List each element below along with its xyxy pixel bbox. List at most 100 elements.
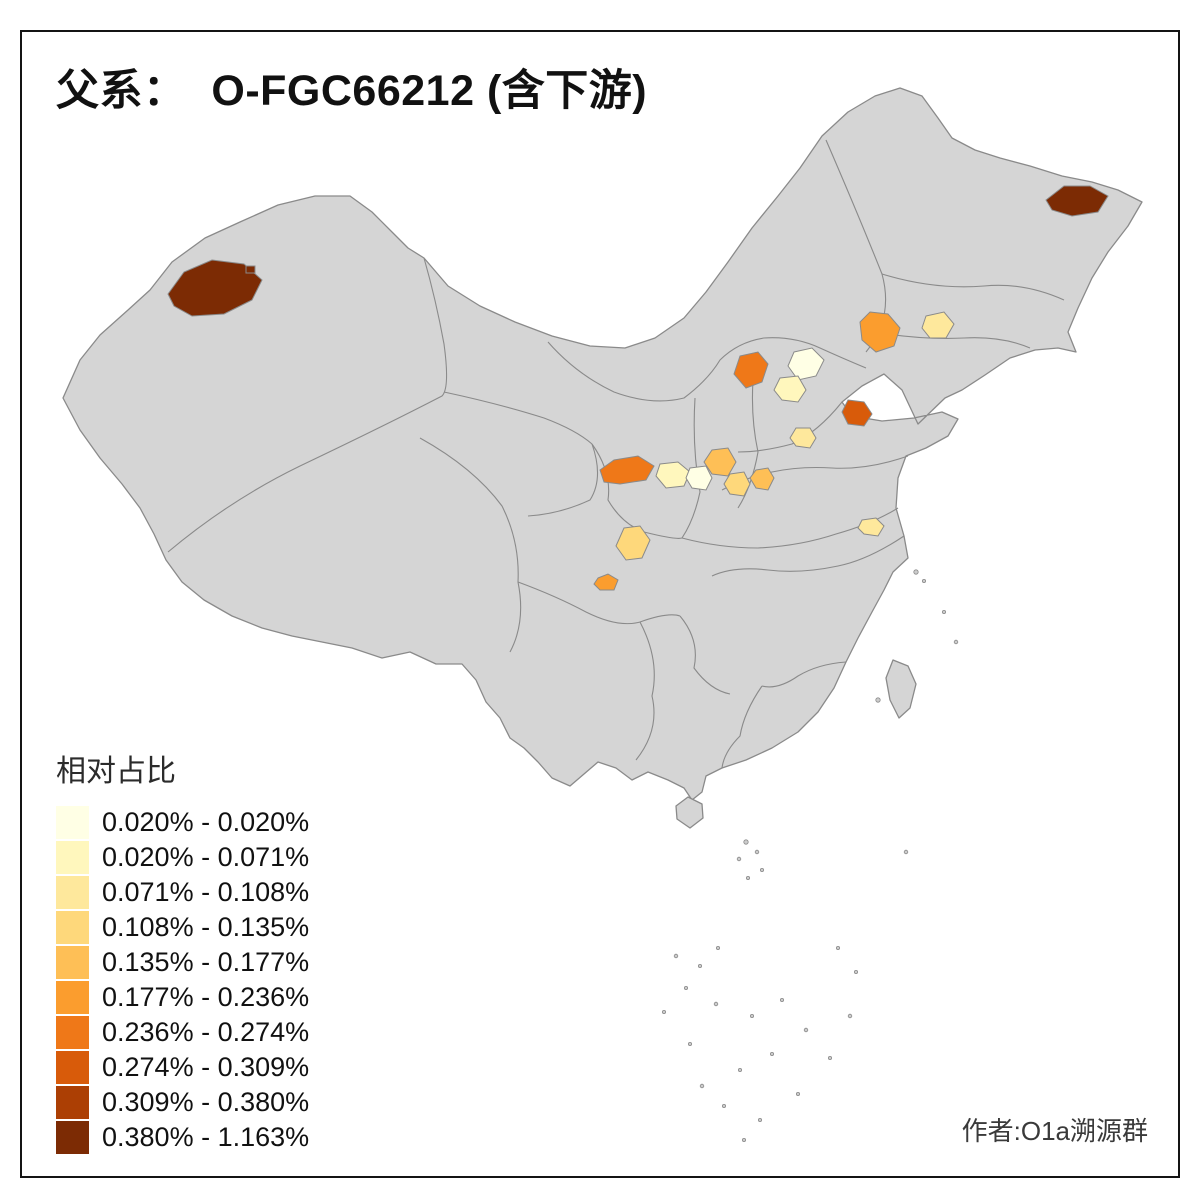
legend-item: 0.020% - 0.071% [56,841,309,874]
legend-label: 0.108% - 0.135% [102,912,310,942]
island-dot [684,986,689,991]
legend-label: 0.380% - 1.163% [102,1122,310,1152]
island-dot [836,946,841,951]
province-border-line [167,257,448,553]
legend-title: 相对占比 [56,755,176,788]
legend-swatch [56,911,89,944]
island-dot [796,1092,801,1097]
legend-swatch [56,876,89,909]
province-border-line [547,337,867,402]
map-region-henan-north [749,467,775,491]
south-china-sea-islands [662,569,959,1143]
legend-item: 0.177% - 0.236% [56,981,309,1014]
mainland-china [62,87,1143,801]
province-border-line [737,401,843,453]
legend-swatch [56,1016,89,1049]
map-region-hebei-south [789,427,817,449]
landmass [62,87,1143,829]
province-border-line [681,397,701,539]
island-dot [688,1042,693,1047]
legend-label: 0.020% - 0.071% [102,842,310,872]
island-dot [953,639,959,645]
legend-item: 0.020% - 0.020% [56,806,309,839]
island-dot [903,849,909,855]
map-region-liaoning-west [859,311,901,353]
island-dot [913,569,919,575]
map-region-shanxi-south [723,471,751,497]
island-dot [922,579,927,584]
plot-title: 父系： O-FGC66212 (含下游) [56,67,648,115]
island-dot [716,946,721,951]
map-region-chongqing-small [593,573,619,591]
map-region-hebei-northwest [733,351,769,389]
legend-label: 0.020% - 0.020% [102,807,310,837]
island-dot [760,868,765,873]
island-dot [875,697,881,703]
island-dot [780,998,785,1003]
island-dot [770,1052,775,1057]
province-border-line [721,685,763,769]
island-dot [662,1010,667,1015]
map-region-hebei-central [773,375,807,403]
taiwan-island [885,659,917,719]
island-dot [750,1014,755,1019]
legend-label: 0.177% - 0.236% [102,982,310,1012]
legend-item: 0.108% - 0.135% [56,911,309,944]
island-dot [754,849,760,855]
island-dot [722,1104,727,1109]
legend-item: 0.274% - 0.309% [56,1051,309,1084]
island-dot [942,610,947,615]
island-dot [736,856,742,862]
province-border-line [527,443,599,517]
legend-label: 0.274% - 0.309% [102,1052,310,1082]
map-region-shanxi-central [703,447,737,477]
map-region-xinjiang-west-dot [245,265,256,274]
hainan-island [675,796,704,829]
legend-item: 0.071% - 0.108% [56,876,309,909]
map-region-shaanxi-central-pale [655,461,691,489]
legend-label: 0.135% - 0.177% [102,947,310,977]
island-dot [803,1027,809,1033]
map-region-sichuan-north [615,525,651,561]
island-dot [738,1068,743,1073]
legend: 相对占比 0.020% - 0.020% 0.020% - 0.071% 0.071… [56,746,309,1156]
map-region-liaoning-central [921,311,955,339]
legend-label: 0.236% - 0.274% [102,1017,310,1047]
legend-label: 0.309% - 0.380% [102,1087,310,1117]
island-dot [746,876,751,881]
province-border-line [711,535,905,577]
province-border-line [635,621,655,761]
province-border-line [761,661,847,688]
legend-swatch [56,1051,89,1084]
highlighted-regions [167,185,1109,591]
island-dot [742,1138,747,1143]
legend-item: 0.236% - 0.274% [56,1016,309,1049]
legend-item: 0.135% - 0.177% [56,946,309,979]
province-border-line [443,391,593,445]
island-dot [854,970,859,975]
map-region-beijing-area [787,347,825,381]
map-region-shandong-north [841,399,873,427]
island-dot [673,953,679,959]
map-region-xinjiang-west [167,259,263,317]
legend-item: 0.309% - 0.380% [56,1086,309,1119]
province-border-line [881,273,1065,301]
province-border-line [517,581,681,625]
province-border-line [679,615,731,695]
legend-item: 0.380% - 1.163% [56,1121,309,1154]
province-border-line [419,437,522,653]
province-border-line [873,331,1031,349]
legend-swatch [56,1121,89,1154]
map-region-shaanxi-east-pale [685,465,713,491]
island-dot [699,1083,705,1089]
island-dot [698,964,703,969]
legend-swatch [56,981,89,1014]
legend-swatch [56,841,89,874]
island-dot [758,1118,763,1123]
map-region-jiangsu-north [857,517,885,537]
legend-items: 0.020% - 0.020% 0.020% - 0.071% 0.071% - 0… [56,806,309,1154]
island-dot [847,1013,853,1019]
legend-swatch [56,946,89,979]
